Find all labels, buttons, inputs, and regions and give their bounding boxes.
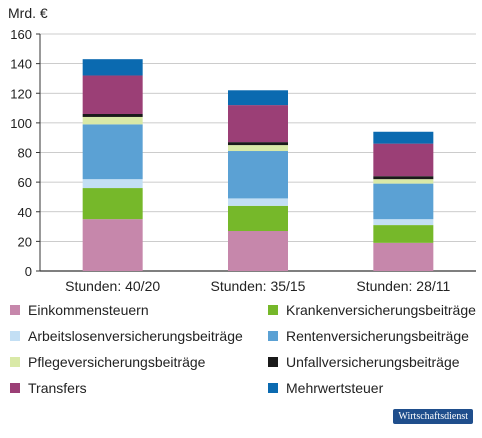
publisher-badge: Wirtschaftsdienst <box>393 409 473 424</box>
legend-label: Unfallversicherungsbeiträge <box>286 354 460 370</box>
bar-segment <box>82 113 143 117</box>
legend-label: Rentenversicherungsbeiträge <box>286 328 469 344</box>
x-tick-label: Stunden: 40/20 <box>65 278 160 294</box>
legend-item: Unfallversicherungsbeiträge <box>268 354 460 370</box>
legend-swatch <box>268 357 278 367</box>
bar-segment <box>373 179 434 184</box>
legend-item: Transfers <box>10 380 87 396</box>
legend-label: Arbeitslosenversicherungsbeiträge <box>28 328 243 344</box>
bar-segment <box>228 205 288 232</box>
bar-segment <box>373 143 434 177</box>
legend-item: Rentenversicherungsbeiträge <box>268 328 469 344</box>
bar-segment <box>228 105 288 143</box>
bar-segment <box>373 183 434 220</box>
legend-item: Arbeitslosenversicherungsbeiträge <box>10 328 243 344</box>
x-tick-label: Stunden: 28/11 <box>356 278 450 294</box>
legend-label: Pflegeversicherungsbeiträge <box>28 354 206 370</box>
y-tick-label: 100 <box>10 116 32 131</box>
legend-item: Mehrwertsteuer <box>268 380 383 396</box>
y-axis-label: Mrd. € <box>8 5 48 21</box>
legend-label: Einkommensteuern <box>28 302 149 318</box>
bar-segment <box>228 142 288 146</box>
bar-segment <box>82 75 143 114</box>
bar-segment <box>228 145 288 152</box>
y-tick-label: 20 <box>18 234 32 249</box>
x-tick-label: Stunden: 35/15 <box>211 278 306 294</box>
legend-label: Transfers <box>28 380 87 396</box>
legend-label: Mehrwertsteuer <box>286 380 384 396</box>
bar-segment <box>82 219 143 271</box>
bar-segment <box>228 90 288 106</box>
legend-swatch <box>10 331 20 341</box>
legend-swatch <box>268 331 278 341</box>
legend-swatch <box>10 305 20 315</box>
legend-item: Pflegeversicherungsbeiträge <box>10 354 205 370</box>
bar-segment <box>82 59 143 76</box>
legend-item: Einkommensteuern <box>10 302 149 318</box>
y-tick-label: 0 <box>25 264 32 279</box>
y-tick-label: 80 <box>18 146 32 161</box>
bar-segment <box>228 231 288 271</box>
bar-segment <box>82 124 143 180</box>
bar-segment <box>82 179 143 189</box>
bar-segment <box>373 242 434 271</box>
y-tick-label: 140 <box>10 57 32 72</box>
y-tick-label: 40 <box>18 205 32 220</box>
y-tick-label: 60 <box>18 175 32 190</box>
bar-segment <box>373 176 434 180</box>
bar-segment <box>373 131 434 144</box>
legend-label: Krankenversicherungsbeiträge <box>286 302 476 318</box>
legend-swatch <box>10 383 20 393</box>
y-tick-label: 160 <box>10 27 32 42</box>
legend-swatch <box>268 383 278 393</box>
bar-segment <box>228 151 288 199</box>
bar-segment <box>82 116 143 125</box>
legend-swatch <box>268 305 278 315</box>
bar-segment <box>373 225 434 243</box>
stacked-bar-chart: Mrd. € 0 20 40 60 80 100 120 140 160 Stunden: 40… <box>8 5 476 294</box>
legend-item: Krankenversicherungsbeiträge <box>268 302 476 318</box>
bar-segment <box>373 219 434 226</box>
y-tick-label: 120 <box>10 86 32 101</box>
legend-swatch <box>10 357 20 367</box>
bar-segment <box>82 188 143 220</box>
bar-segment <box>228 198 288 206</box>
